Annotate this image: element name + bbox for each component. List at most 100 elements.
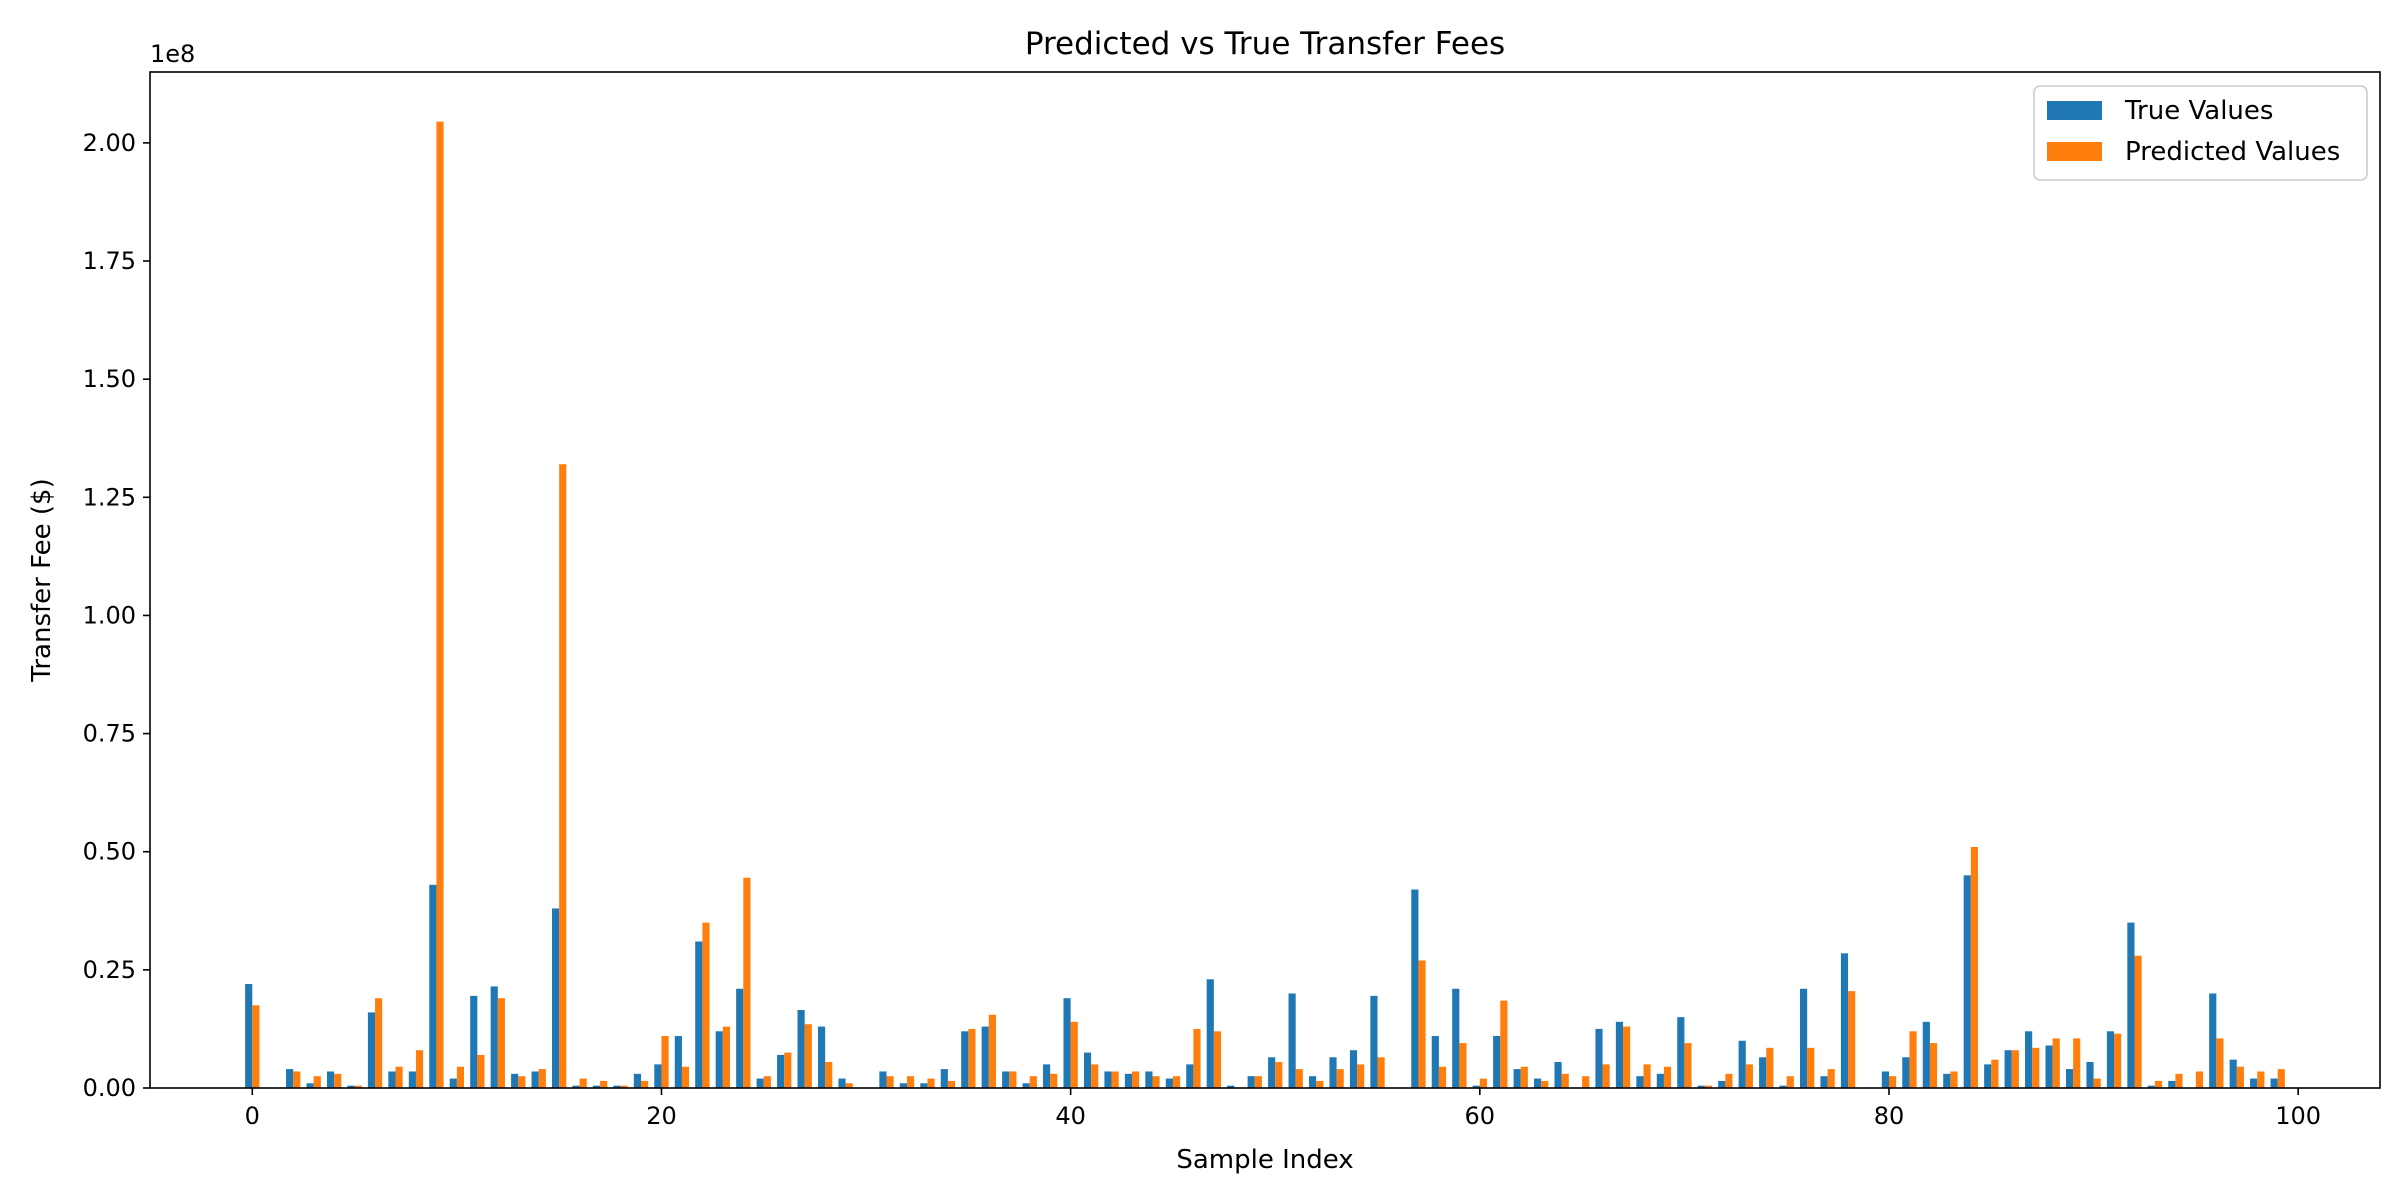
bar-predicted-72 [1725, 1073, 1733, 1088]
bar-predicted-57 [1418, 960, 1426, 1088]
bar-true-74 [1759, 1057, 1767, 1088]
bar-predicted-0 [252, 1005, 260, 1088]
legend: True Values Predicted Values [2033, 85, 2368, 181]
bar-true-99 [2270, 1078, 2278, 1088]
bar-predicted-80 [1888, 1076, 1897, 1088]
bar-true-94 [2168, 1080, 2176, 1088]
bar-true-75 [1779, 1085, 1787, 1088]
x-axis-ticks: 0 20 40 60 80 100 [245, 1088, 2321, 1130]
bar-predicted-31 [886, 1076, 894, 1088]
bar-true-54 [1349, 1050, 1358, 1088]
bar-true-91 [2106, 1031, 2115, 1088]
bar-predicted-39 [1050, 1073, 1058, 1088]
bar-true-84 [1963, 875, 1971, 1088]
bar-true-34 [940, 1069, 948, 1088]
legend-swatch-predicted [2047, 142, 2102, 161]
bar-true-18 [613, 1085, 621, 1088]
bar-true-90 [2086, 1062, 2094, 1088]
bar-true-32 [899, 1083, 907, 1088]
bar-predicted-4 [334, 1073, 342, 1088]
bar-true-97 [2229, 1059, 2237, 1088]
bar-predicted-35 [968, 1028, 976, 1088]
bar-true-59 [1452, 988, 1460, 1088]
bar-true-72 [1718, 1080, 1726, 1088]
bar-true-71 [1697, 1085, 1705, 1088]
bar-predicted-78 [1848, 991, 1856, 1088]
bar-predicted-59 [1459, 1043, 1467, 1088]
bar-true-47 [1206, 979, 1214, 1088]
bar-predicted-3 [313, 1076, 321, 1088]
bar-true-53 [1329, 1057, 1337, 1088]
x-tick-label-0: 0 [245, 1102, 260, 1130]
bar-true-24 [736, 988, 744, 1088]
bar-predicted-81 [1909, 1031, 1917, 1088]
bar-true-28 [817, 1026, 826, 1088]
bar-true-68 [1636, 1076, 1644, 1088]
bar-predicted-47 [1213, 1031, 1222, 1088]
bar-predicted-71 [1704, 1085, 1713, 1088]
bar-true-60 [1472, 1085, 1480, 1088]
bar-predicted-64 [1561, 1073, 1569, 1088]
bar-true-55 [1370, 995, 1378, 1088]
bar-predicted-77 [1827, 1069, 1835, 1088]
bar-predicted-40 [1070, 1021, 1078, 1088]
bar-true-51 [1288, 993, 1296, 1088]
bar-true-4 [326, 1071, 335, 1088]
bar-predicted-75 [1786, 1076, 1794, 1088]
bar-predicted-19 [641, 1080, 649, 1088]
bar-true-77 [1820, 1076, 1828, 1088]
bar-true-6 [367, 1012, 376, 1088]
bar-predicted-32 [906, 1076, 915, 1088]
legend-swatch-true [2047, 101, 2102, 120]
bar-predicted-83 [1950, 1071, 1958, 1088]
bar-predicted-95 [2195, 1071, 2204, 1088]
bar-true-88 [2045, 1045, 2053, 1088]
bar-true-20 [654, 1064, 662, 1088]
bar-true-86 [2004, 1050, 2012, 1088]
bar-predicted-85 [1991, 1059, 1999, 1088]
bar-true-25 [756, 1078, 764, 1088]
bar-predicted-54 [1357, 1064, 1365, 1088]
bar-predicted-9 [436, 121, 444, 1089]
bar-true-66 [1595, 1028, 1603, 1088]
bar-true-40 [1063, 998, 1071, 1088]
bar-predicted-89 [2073, 1038, 2081, 1088]
bar-true-52 [1308, 1076, 1317, 1088]
bar-true-69 [1656, 1073, 1664, 1088]
bar-predicted-41 [1091, 1064, 1099, 1088]
bar-true-96 [2209, 993, 2217, 1088]
bar-predicted-20 [661, 1036, 669, 1088]
bar-true-58 [1431, 1036, 1439, 1088]
chart-title: Predicted vs True Transfer Fees [1025, 26, 1505, 62]
bar-predicted-27 [804, 1024, 812, 1088]
bar-predicted-34 [947, 1080, 956, 1088]
bar-predicted-42 [1111, 1071, 1119, 1088]
bar-predicted-70 [1684, 1043, 1692, 1088]
bar-true-22 [695, 941, 703, 1088]
bar-predicted-74 [1766, 1047, 1774, 1088]
bar-predicted-21 [681, 1066, 690, 1088]
bar-predicted-16 [579, 1078, 587, 1088]
bar-true-89 [2065, 1069, 2074, 1088]
bar-true-27 [797, 1010, 805, 1088]
bar-true-45 [1165, 1078, 1173, 1088]
bar-true-7 [388, 1071, 396, 1088]
legend-label-predicted: Predicted Values [2125, 137, 2340, 167]
bar-true-83 [1943, 1073, 1951, 1088]
bar-predicted-17 [600, 1080, 608, 1088]
bar-predicted-52 [1316, 1080, 1324, 1088]
bar-true-78 [1840, 953, 1849, 1088]
bar-true-42 [1104, 1071, 1112, 1088]
y-offset-label: 1e8 [150, 40, 195, 68]
bar-true-11 [470, 995, 478, 1088]
bar-predicted-45 [1172, 1076, 1181, 1088]
bar-predicted-28 [825, 1062, 833, 1088]
bar-predicted-44 [1152, 1076, 1160, 1088]
bar-predicted-93 [2154, 1080, 2163, 1088]
bar-predicted-88 [2052, 1038, 2060, 1088]
bar-predicted-99 [2277, 1069, 2285, 1088]
bar-predicted-92 [2134, 955, 2142, 1088]
bar-predicted-60 [1479, 1078, 1487, 1088]
